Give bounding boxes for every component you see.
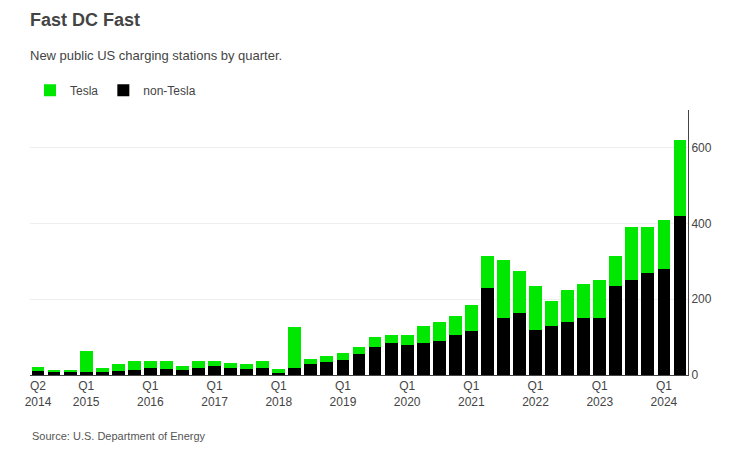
svg-text:Q12022: Q12022: [522, 379, 549, 409]
svg-text:non-Tesla: non-Tesla: [143, 84, 195, 98]
svg-text:Q12021: Q12021: [458, 379, 485, 409]
svg-text:200: 200: [691, 292, 711, 306]
svg-text:Q12020: Q12020: [394, 379, 421, 409]
svg-text:Source: U.S. Department of Ene: Source: U.S. Department of Energy: [32, 430, 206, 442]
svg-text:400: 400: [691, 217, 711, 231]
svg-text:New public US charging station: New public US charging stations by quart…: [30, 48, 282, 63]
svg-text:Q12024: Q12024: [651, 379, 678, 409]
svg-text:0: 0: [691, 368, 698, 382]
svg-text:Tesla: Tesla: [70, 84, 98, 98]
svg-text:Q12015: Q12015: [73, 379, 100, 409]
svg-text:Q12018: Q12018: [265, 379, 292, 409]
svg-text:Q12023: Q12023: [586, 379, 613, 409]
svg-text:Q12019: Q12019: [330, 379, 357, 409]
svg-text:Q22014: Q22014: [25, 379, 52, 409]
svg-text:Fast DC Fast: Fast DC Fast: [30, 10, 140, 30]
svg-text:Q12016: Q12016: [137, 379, 164, 409]
svg-text:Q12017: Q12017: [201, 379, 228, 409]
svg-text:600: 600: [691, 141, 711, 155]
